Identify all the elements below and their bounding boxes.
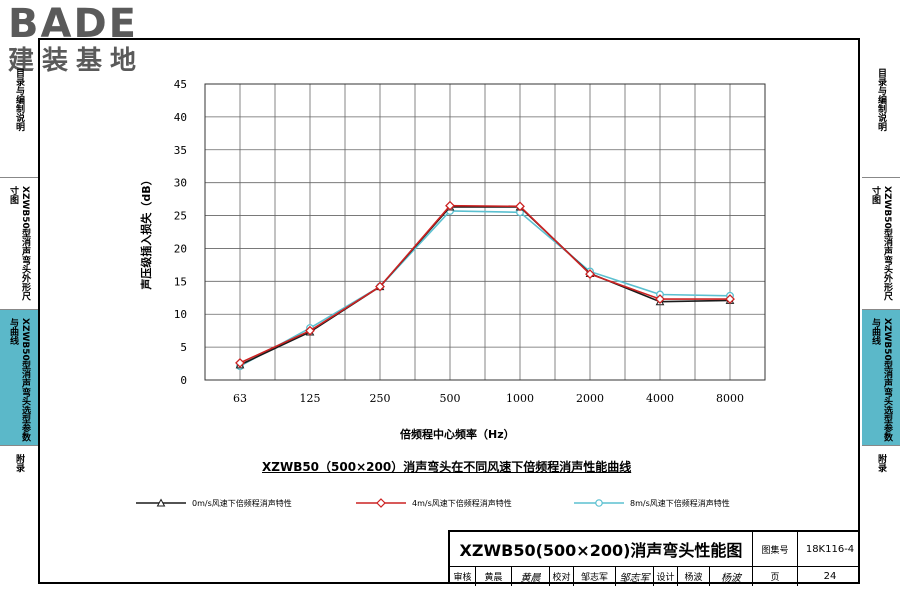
right-tab-label: 目录与编制说明 (876, 68, 886, 131)
chart-title: XZWB50（500×200）消声弯头在不同风速下倍频程消声性能曲线 (262, 460, 632, 474)
x-tick-label: 2000 (576, 392, 604, 405)
legend-marker-diamond-icon (356, 498, 406, 508)
data-point (515, 201, 525, 212)
drawing-title: XZWB50(500×200)消声弯头性能图 (450, 532, 753, 566)
legend-label: 0m/s风速下倍频程消声特性 (192, 498, 292, 508)
review-label: 审核 (450, 567, 476, 586)
x-tick-label: 500 (440, 392, 461, 405)
checker-signature: 邹志军 (616, 567, 654, 586)
data-point (235, 357, 245, 368)
y-tick-label: 30 (174, 177, 187, 190)
right-tab-appendix[interactable]: 附录 (862, 446, 900, 600)
series-line-0 (239, 206, 731, 366)
right-tab-label: 附录 (876, 454, 886, 472)
plot-border (204, 83, 766, 381)
data-point (585, 269, 595, 280)
x-axis-title: 倍频程中心频率（Hz） (400, 428, 515, 441)
left-tab-label: XZWB50型消声弯头选型参数与曲线 (8, 318, 30, 442)
atlas-number: 18K116-4 (805, 543, 855, 555)
left-tab-label: 附录 (14, 454, 24, 472)
left-tab-label: 目录与编制说明 (14, 68, 24, 131)
data-point (445, 200, 455, 211)
legend-marker-triangle-icon (136, 498, 186, 507)
data-point (375, 281, 385, 292)
page-number: 24 (823, 571, 837, 582)
legend-item-2: 8m/s风速下倍频程消声特性 (574, 496, 730, 510)
right-tab-dimensions[interactable]: XZWB50型消声弯头外形尺寸图 (862, 178, 900, 310)
y-tick-label: 35 (174, 144, 187, 157)
right-tab-label: XZWB50型消声弯头选型参数与曲线 (870, 318, 892, 442)
legend-marker-circle-icon (574, 499, 624, 507)
reviewer-name: 黄晨 (476, 567, 512, 586)
bade-logo: BADE 建装基地 (8, 2, 178, 82)
title-block-row-signoff: 审核 黄晨 黄晨 校对 邹志军 邹志军 设计 杨波 杨波 页 24 (450, 567, 860, 586)
left-tab-appendix[interactable]: 附录 (0, 446, 38, 600)
series-line-2 (239, 210, 731, 367)
x-tick-label: 1000 (506, 392, 534, 405)
y-tick-label: 20 (174, 242, 187, 255)
x-tick-label: 125 (300, 392, 321, 405)
design-label: 设计 (654, 567, 678, 586)
y-tick-label: 15 (174, 275, 187, 288)
check-label: 校对 (550, 567, 574, 586)
x-tick-label: 63 (233, 392, 247, 405)
atlas-label: 图集号 (753, 532, 798, 566)
legend-item-0: 0m/s风速下倍频程消声特性 (136, 496, 292, 510)
title-block-row-main: XZWB50(500×200)消声弯头性能图 图集号 18K116-4 (450, 532, 860, 567)
legend-item-1: 4m/s风速下倍频程消声特性 (356, 496, 512, 510)
designer-signature: 杨波 (710, 567, 753, 586)
right-tab-contents[interactable]: 目录与编制说明 (862, 60, 900, 178)
data-point (305, 325, 315, 336)
y-tick-label: 0 (180, 374, 187, 387)
x-tick-label: 8000 (716, 392, 744, 405)
y-tick-label: 5 (180, 341, 187, 354)
legend-label: 8m/s风速下倍频程消声特性 (630, 498, 730, 508)
right-tab-label: XZWB50型消声弯头外形尺寸图 (870, 186, 892, 301)
page-label: 页 (753, 567, 798, 586)
left-tab-dimensions[interactable]: XZWB50型消声弯头外形尺寸图 (0, 178, 38, 310)
right-tab-selection-curves[interactable]: XZWB50型消声弯头选型参数与曲线 (862, 310, 900, 446)
x-tick-label: 250 (370, 392, 391, 405)
reviewer-signature: 黄晨 (512, 567, 550, 586)
y-axis-title: 声压级插入损失（dB） (139, 174, 153, 290)
x-tick-label: 4000 (646, 392, 674, 405)
left-tab-label: XZWB50型消声弯头外形尺寸图 (8, 186, 30, 301)
checker-name: 邹志军 (574, 567, 616, 586)
designer-name: 杨波 (678, 567, 710, 586)
left-tab-selection-curves[interactable]: XZWB50型消声弯头选型参数与曲线 (0, 310, 38, 446)
y-tick-label: 10 (174, 308, 187, 321)
y-tick-label: 25 (174, 210, 187, 223)
logo-subtitle: 建装基地 (8, 46, 145, 76)
y-tick-label: 45 (174, 78, 187, 91)
legend-label: 4m/s风速下倍频程消声特性 (412, 498, 512, 508)
left-tab-contents[interactable]: 目录与编制说明 (0, 60, 38, 178)
title-block: XZWB50(500×200)消声弯头性能图 图集号 18K116-4 审核 黄… (448, 530, 860, 586)
data-point (725, 294, 735, 305)
data-point (655, 294, 665, 305)
series-line-1 (239, 204, 730, 364)
y-tick-label: 40 (174, 111, 187, 124)
